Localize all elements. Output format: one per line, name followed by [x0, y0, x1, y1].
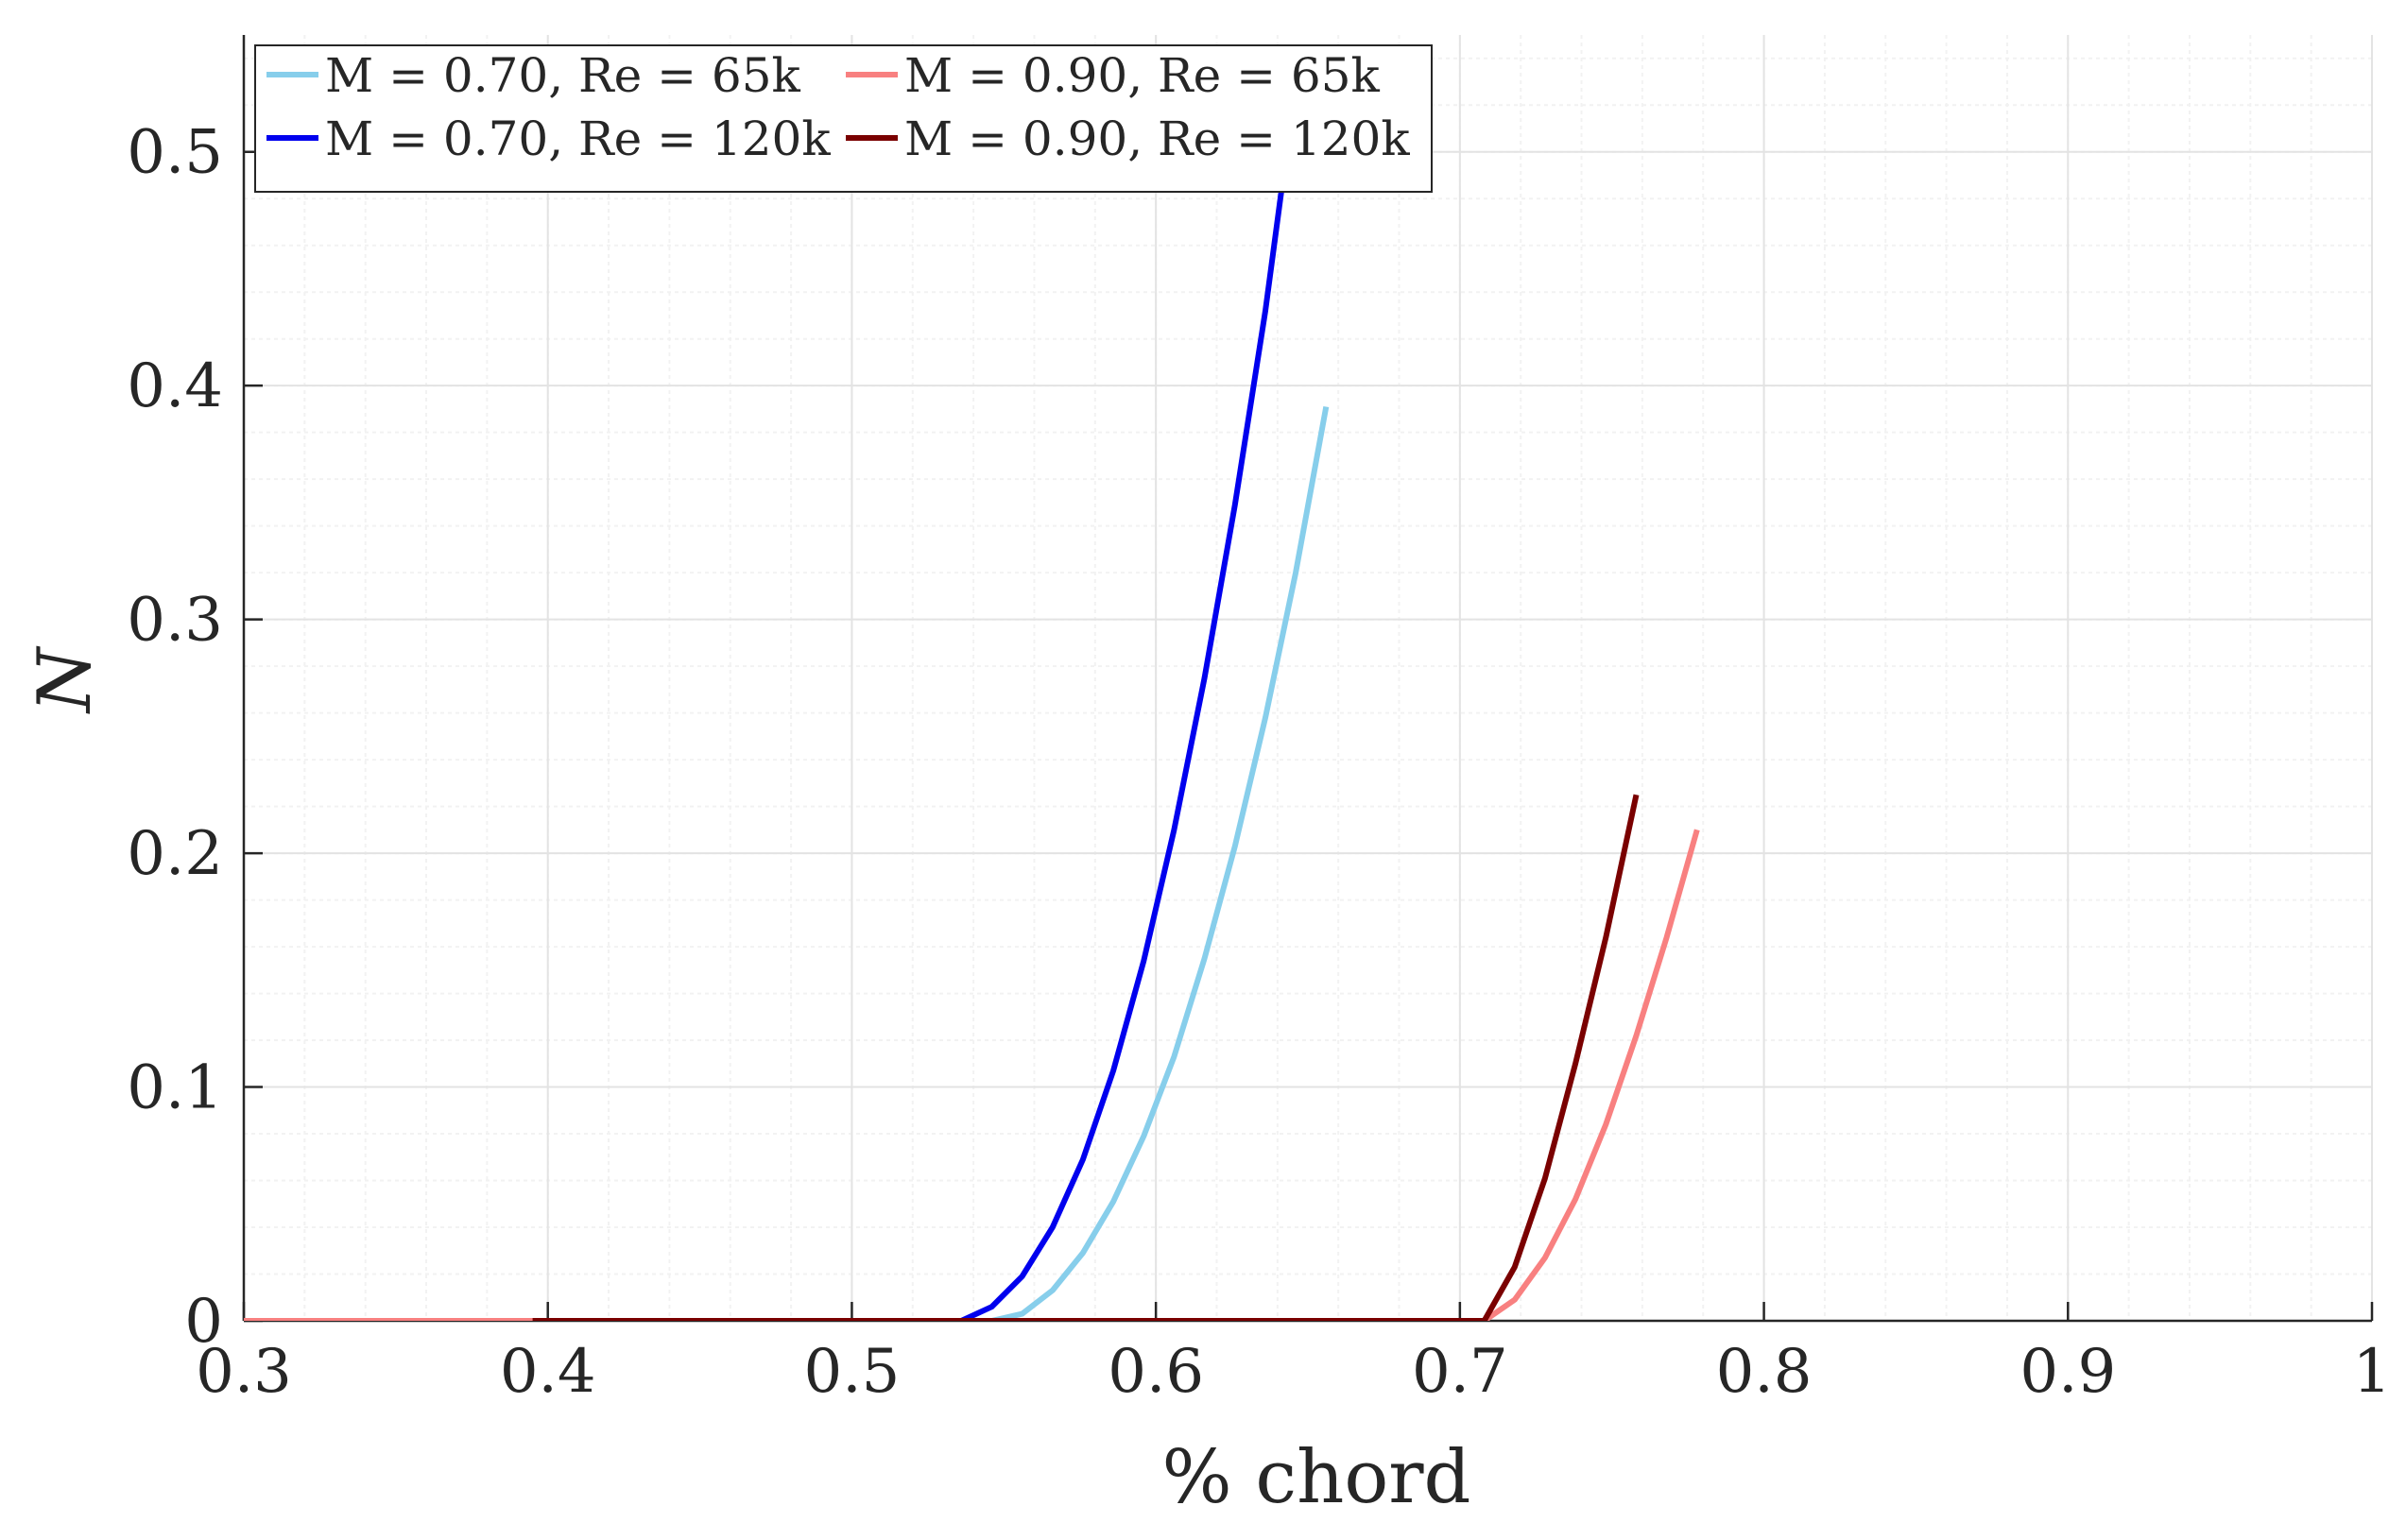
x-tick-label: 0.4 — [500, 1337, 596, 1407]
y-tick-label: 0.5 — [127, 118, 223, 188]
x-tick-label: 0.7 — [1412, 1337, 1508, 1407]
y-tick-label: 0.4 — [127, 351, 223, 421]
legend-label-2: M = 0.70, Re = 120k — [325, 111, 831, 166]
series-layer — [244, 151, 1700, 1321]
x-tick-label: 0.6 — [1108, 1337, 1204, 1407]
x-tick-label: 0.5 — [804, 1337, 901, 1407]
series-line-4 — [532, 794, 1640, 1321]
series-line-1 — [244, 405, 1330, 1321]
y-axis-title: N — [23, 645, 108, 714]
legend-box — [254, 44, 1433, 193]
series-line-2 — [244, 151, 1290, 1321]
series-line-3 — [244, 829, 1700, 1321]
y-tick-label: 0.3 — [127, 586, 223, 656]
x-tick-label: 0.8 — [1716, 1337, 1813, 1407]
tick-labels: 0.3 0.4 0.5 0.6 0.7 0.8 0.9 1 0 0.1 0.2 0.3 0.4 0.5 — [127, 118, 2391, 1407]
legend-label-1: M = 0.70, Re = 65k — [325, 48, 801, 103]
x-tick-label: 1 — [2353, 1337, 2392, 1407]
y-tick-label: 0 — [184, 1287, 223, 1357]
legend: M = 0.70, Re = 65k M = 0.70, Re = 120k M =… — [254, 44, 1433, 193]
x-tick-label: 0.3 — [196, 1337, 292, 1407]
x-axis-title: % chord — [1161, 1435, 1470, 1520]
y-tick-label: 0.2 — [127, 819, 223, 889]
legend-label-3: M = 0.90, Re = 65k — [904, 48, 1381, 103]
y-tick-label: 0.1 — [127, 1053, 223, 1123]
x-tick-label: 0.9 — [2019, 1337, 2116, 1407]
legend-label-4: M = 0.90, Re = 120k — [904, 111, 1410, 166]
